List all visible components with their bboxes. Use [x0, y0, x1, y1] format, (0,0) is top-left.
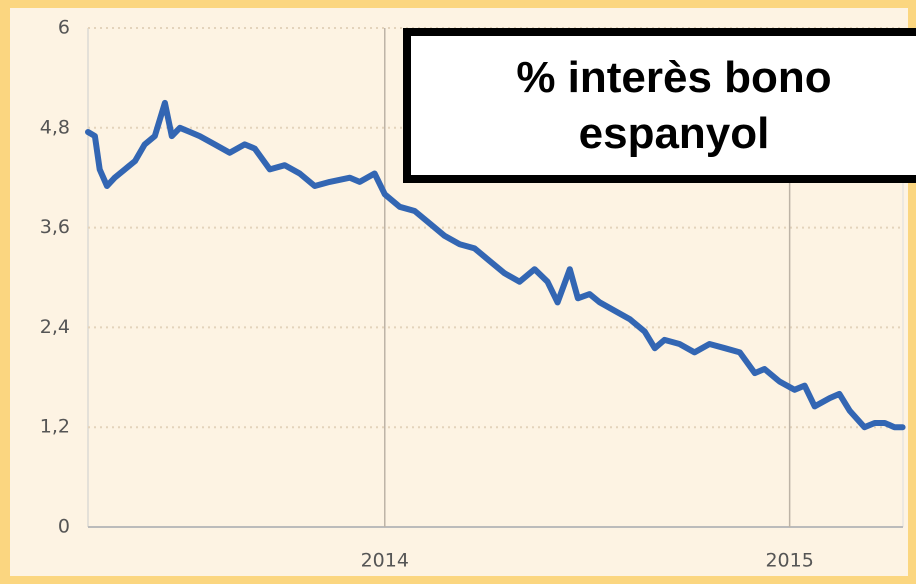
y-tick-label: 1,2 [40, 416, 70, 438]
y-tick-label: 6 [58, 17, 70, 39]
x-tick-label: 2015 [765, 550, 813, 572]
y-tick-label: 0 [58, 516, 70, 538]
line [85, 99, 906, 431]
y-tick-label: 2,4 [40, 316, 70, 338]
y-tick-label: 4,8 [40, 116, 70, 138]
annotation: % interès bono espanyol [403, 28, 916, 183]
x-tick-label: 2014 [361, 550, 409, 572]
y-tick-label: 3,6 [40, 216, 70, 238]
